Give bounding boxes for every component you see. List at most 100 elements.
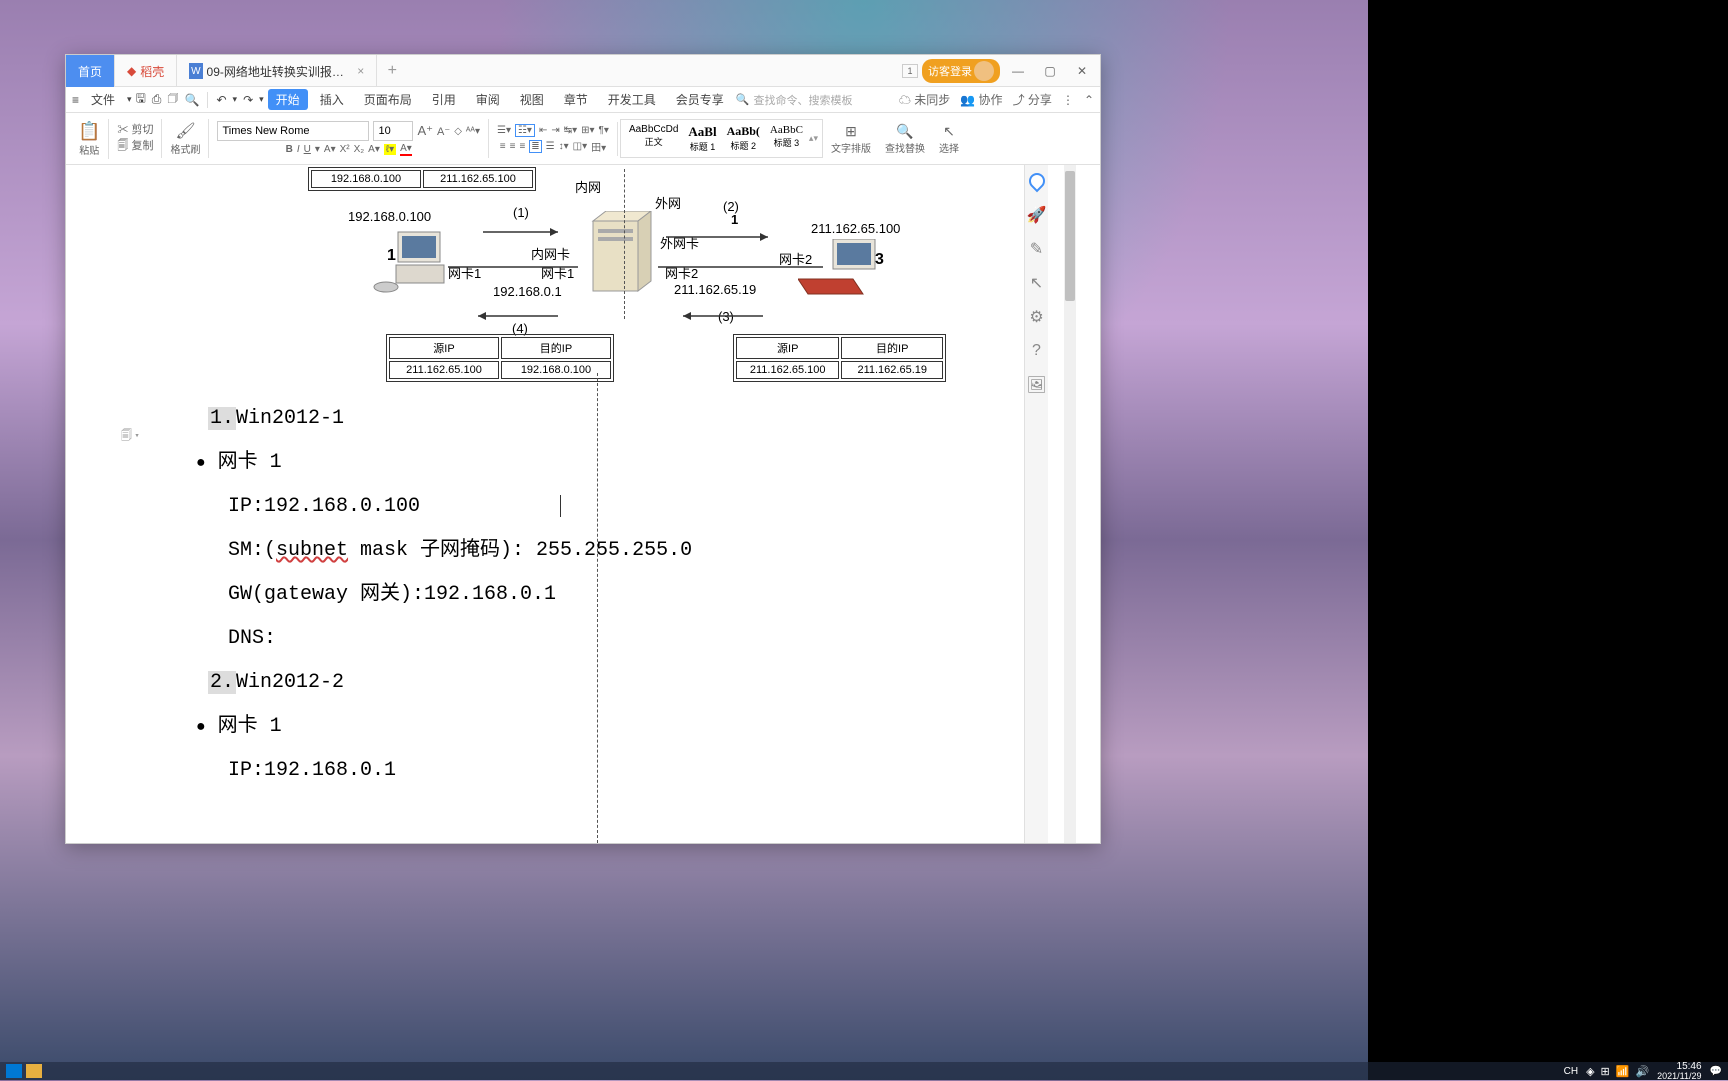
tab-add-button[interactable]: + xyxy=(377,55,407,86)
justify-icon[interactable]: ≣ xyxy=(529,140,541,153)
align-left-icon[interactable]: ≡ xyxy=(500,141,506,152)
underline-button[interactable]: U xyxy=(304,144,311,155)
command-search[interactable]: 🔍 查找命令、搜索模板 xyxy=(736,92,853,108)
close-button[interactable]: ✕ xyxy=(1068,59,1096,83)
tab-docer[interactable]: ◆稻壳 xyxy=(115,55,177,87)
share-button[interactable]: ⤴ 分享 xyxy=(1013,91,1052,108)
style-h2[interactable]: AaBb(标题 2 xyxy=(723,122,764,155)
menu-reference[interactable]: 引用 xyxy=(424,91,464,108)
increase-font-icon[interactable]: A⁺ xyxy=(417,123,433,139)
vertical-scrollbar[interactable] xyxy=(1064,165,1076,843)
tab-close-icon[interactable]: × xyxy=(357,64,364,78)
tray-wifi-icon[interactable]: 📶 xyxy=(1616,1065,1630,1078)
distribute-icon[interactable]: ☰ xyxy=(546,141,555,152)
ribbon-format-painter[interactable]: 🖌 格式刷 xyxy=(164,119,209,158)
collab-button[interactable]: 👥 协作 xyxy=(960,91,1002,108)
menu-vip[interactable]: 会员专享 xyxy=(668,91,732,108)
ribbon-text-layout[interactable]: ⊞ 文字排版 xyxy=(825,121,877,157)
clock-date[interactable]: 2021/11/29 xyxy=(1657,1072,1701,1081)
line-spacing-icon[interactable]: ↕▾ xyxy=(559,141,569,152)
dropdown-icon[interactable]: ▾ xyxy=(127,94,132,105)
tab-icon[interactable]: ↹▾ xyxy=(564,125,577,136)
bullets-icon[interactable]: ☰▾ xyxy=(497,125,511,136)
style-h3[interactable]: AaBbC标题 3 xyxy=(766,122,807,155)
login-badge[interactable]: 访客登录 xyxy=(922,59,1000,83)
undo-icon[interactable]: ↶ xyxy=(216,93,226,107)
menu-start[interactable]: 开始 xyxy=(268,89,308,110)
tray-icon-1[interactable]: ◈ xyxy=(1586,1065,1594,1078)
save-icon[interactable]: 🖫 xyxy=(136,89,146,110)
cut-icon[interactable]: ✂ xyxy=(117,124,128,136)
tray-icon-2[interactable]: ⊞ xyxy=(1601,1065,1610,1078)
change-case-button[interactable]: A▾ xyxy=(368,144,380,155)
ribbon-styles[interactable]: AaBbCcDd正文 AaBl标题 1 AaBb(标题 2 AaBbC标题 3 … xyxy=(620,119,823,158)
copy-icon[interactable]: 🗐 xyxy=(117,140,128,152)
subscript-button[interactable]: X₂ xyxy=(354,144,365,155)
bold-button[interactable]: B xyxy=(286,144,293,155)
taskbar-app2[interactable] xyxy=(26,1064,42,1078)
style-normal[interactable]: AaBbCcDd正文 xyxy=(625,122,682,155)
scrollbar-thumb[interactable] xyxy=(1065,171,1075,301)
pen-icon[interactable]: ✎ xyxy=(1029,241,1045,257)
borders-icon[interactable]: 田▾ xyxy=(591,139,606,154)
font-color-button[interactable]: A▾ xyxy=(400,143,412,156)
menu-devtools[interactable]: 开发工具 xyxy=(600,91,664,108)
preview-icon[interactable]: 🗇 xyxy=(167,89,178,110)
print-icon[interactable]: ⎙ xyxy=(152,92,162,107)
pdf-icon[interactable]: 🔍 xyxy=(185,93,200,107)
collapse-ribbon-icon[interactable]: ⌃ xyxy=(1084,93,1094,107)
minimize-button[interactable]: — xyxy=(1004,59,1032,83)
tray-volume-icon[interactable]: 🔊 xyxy=(1635,1065,1649,1078)
redo-icon[interactable]: ↷ xyxy=(243,93,253,107)
rocket-icon[interactable]: 🚀 xyxy=(1029,207,1045,223)
para-icon[interactable]: ¶▾ xyxy=(599,125,609,136)
pointer-icon[interactable]: ↖ xyxy=(1029,275,1045,291)
font-name-select[interactable] xyxy=(217,121,369,141)
phonetic-icon[interactable]: ᴬᴬ▾ xyxy=(466,126,480,137)
style-h1[interactable]: AaBl标题 1 xyxy=(684,122,720,155)
tab-home[interactable]: 首页 xyxy=(66,55,115,87)
page-break-indicator[interactable]: 🗐 ▾ xyxy=(121,427,139,446)
paste-icon[interactable]: 📋 xyxy=(78,121,100,142)
ribbon-select[interactable]: ↖ 选择 xyxy=(933,121,965,157)
sync-status[interactable]: ☁ 未同步 xyxy=(899,91,950,108)
align-right-icon[interactable]: ≡ xyxy=(519,141,525,152)
ime-indicator[interactable]: CH xyxy=(1564,1066,1578,1077)
undo-dropdown-icon[interactable]: ▾ xyxy=(233,94,238,105)
location-icon[interactable] xyxy=(1029,173,1045,189)
redo-dropdown-icon[interactable]: ▾ xyxy=(259,94,264,105)
clear-format-icon[interactable]: ◇ xyxy=(454,126,462,137)
ribbon-find[interactable]: 🔍 查找替换 xyxy=(879,121,931,157)
numbering-icon[interactable]: ☷▾ xyxy=(515,124,535,137)
page[interactable]: 192.168.0.100211.162.65.100 内网 外网 192.16… xyxy=(66,165,1024,843)
layout-icon[interactable]: 1 xyxy=(902,64,918,78)
strike-button[interactable]: ▾ xyxy=(315,144,320,155)
maximize-button[interactable]: ▢ xyxy=(1036,59,1064,83)
align-center-icon[interactable]: ≡ xyxy=(510,141,516,152)
menu-insert[interactable]: 插入 xyxy=(312,91,352,108)
menu-review[interactable]: 审阅 xyxy=(468,91,508,108)
increase-indent-icon[interactable]: ⇥ xyxy=(551,125,559,136)
clock-time[interactable]: 15:46 xyxy=(1657,1062,1701,1072)
decrease-font-icon[interactable]: A⁻ xyxy=(437,125,450,138)
italic-button[interactable]: I xyxy=(297,144,300,155)
menu-file[interactable]: 文件 xyxy=(83,91,123,108)
shading-icon[interactable]: ◫▾ xyxy=(573,141,587,152)
highlight-button[interactable]: ℓ▾ xyxy=(384,144,396,155)
menu-section[interactable]: 章节 xyxy=(556,91,596,108)
settings-icon[interactable]: ⚙ xyxy=(1029,309,1045,325)
document-content[interactable]: 1.Win2012-1 ●网卡 1 IP:192.168.0.100 SM:(s… xyxy=(158,397,946,793)
menu-view[interactable]: 视图 xyxy=(512,91,552,108)
menu-pagelayout[interactable]: 页面布局 xyxy=(356,91,420,108)
menu-hamburger-icon[interactable]: ≡ xyxy=(72,93,79,107)
superscript-button[interactable]: X² xyxy=(340,144,350,155)
help-icon[interactable]: ? xyxy=(1029,343,1045,359)
more-icon[interactable]: ⋮ xyxy=(1062,93,1074,107)
notification-icon[interactable]: 💬 xyxy=(1710,1066,1722,1077)
tab-document[interactable]: W 09-网络地址转换实训报告单.doc × xyxy=(177,55,377,87)
decrease-indent-icon[interactable]: ⇤ xyxy=(539,125,547,136)
sort-icon[interactable]: ⊞▾ xyxy=(581,125,594,136)
taskbar-app1[interactable] xyxy=(6,1064,22,1078)
image-icon[interactable]: 🖼 xyxy=(1029,377,1045,393)
font-size-select[interactable] xyxy=(373,121,413,141)
